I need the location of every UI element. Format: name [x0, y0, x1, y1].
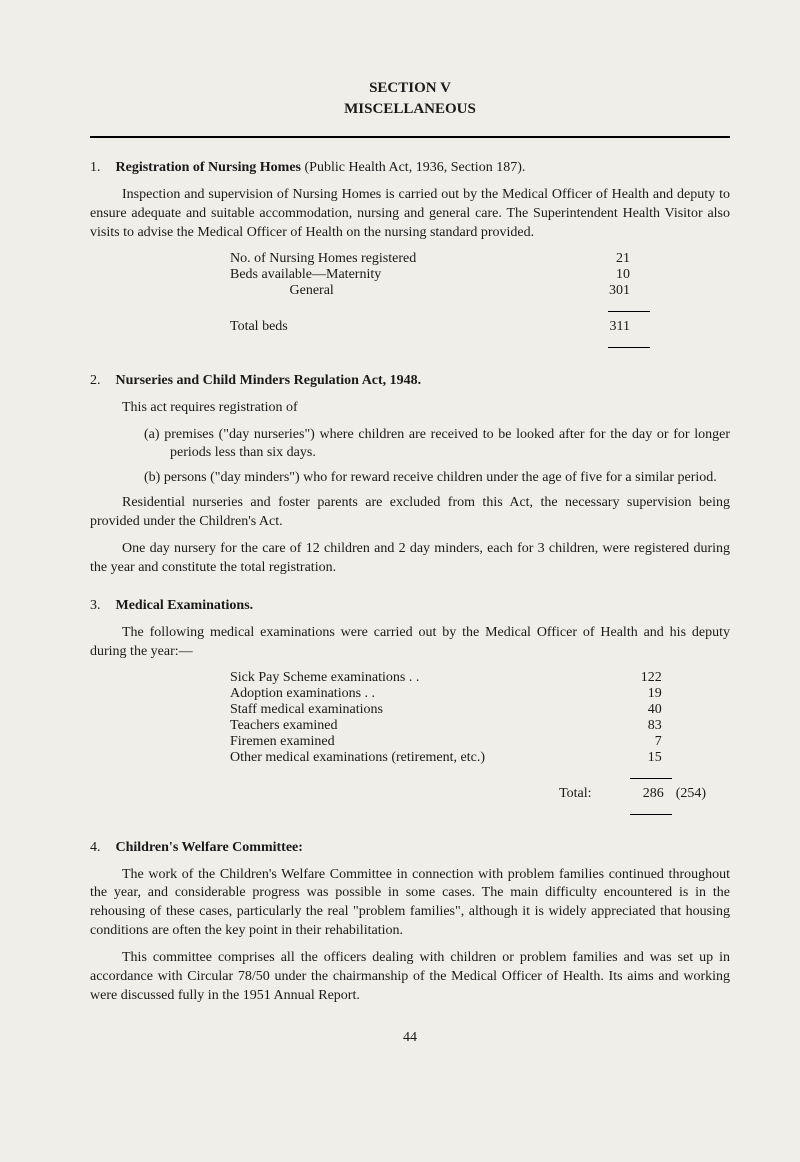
exam-label: Adoption examinations . .	[90, 686, 605, 702]
item-3-para-1: The following medical examinations were …	[90, 624, 730, 662]
item-1-heading: 1. Registration of Nursing Homes (Public…	[90, 160, 730, 176]
item-4-num: 4.	[90, 840, 112, 856]
exam-label: Other medical examinations (retirement, …	[90, 750, 605, 766]
exam-label: Sick Pay Scheme examinations . .	[90, 670, 605, 686]
stats-total-value: 311	[570, 319, 710, 335]
exam-value: 122	[605, 670, 661, 686]
item-1-num: 1.	[90, 160, 112, 176]
item-3-heading: 3. Medical Examinations.	[90, 598, 730, 614]
stats-total-row: Total beds 311	[90, 319, 730, 335]
item-3-heading-text: Medical Examinations.	[116, 598, 254, 613]
item-1: 1. Registration of Nursing Homes (Public…	[90, 160, 730, 353]
divider	[90, 136, 730, 138]
item-2-num: 2.	[90, 373, 112, 389]
exam-rule	[90, 768, 730, 784]
exam-value: 19	[605, 686, 661, 702]
item-3-num: 3.	[90, 598, 112, 614]
exam-total-row: Total: 286 (254)	[90, 786, 730, 802]
section-number: SECTION V	[90, 80, 730, 97]
exam-extra	[662, 734, 730, 750]
item-1-stats: No. of Nursing Homes registered 21 Beds …	[90, 251, 730, 353]
item-2-para-2: Residential nurseries and foster parents…	[90, 494, 730, 532]
exam-label: Staff medical examinations	[90, 702, 605, 718]
stats-value: 21	[570, 251, 710, 267]
exam-value: 83	[605, 718, 661, 734]
item-3-stats: Sick Pay Scheme examinations . . 122 Ado…	[90, 670, 730, 820]
item-1-heading-text: Registration of Nursing Homes	[116, 160, 302, 175]
item-4-heading-text: Children's Welfare Committee:	[116, 840, 303, 855]
exam-row: Teachers examined 83	[90, 718, 730, 734]
exam-label: Firemen examined	[90, 734, 605, 750]
item-4-para-1: The work of the Children's Welfare Commi…	[90, 866, 730, 942]
item-2-heading: 2. Nurseries and Child Minders Regulatio…	[90, 373, 730, 389]
exam-extra	[662, 702, 730, 718]
item-4-heading: 4. Children's Welfare Committee:	[90, 840, 730, 856]
item-2: 2. Nurseries and Child Minders Regulatio…	[90, 373, 730, 578]
exam-rule	[90, 804, 730, 820]
stats-row: No. of Nursing Homes registered 21	[90, 251, 730, 267]
stats-total-label: Total beds	[90, 319, 570, 335]
item-3: 3. Medical Examinations. The following m…	[90, 598, 730, 820]
exam-value: 15	[605, 750, 661, 766]
exam-row: Other medical examinations (retirement, …	[90, 750, 730, 766]
page-number: 44	[90, 1030, 730, 1046]
exam-row: Sick Pay Scheme examinations . . 122	[90, 670, 730, 686]
item-4: 4. Children's Welfare Committee: The wor…	[90, 840, 730, 1006]
exam-value: 7	[605, 734, 661, 750]
item-1-heading-suffix: (Public Health Act, 1936, Section 187).	[301, 160, 525, 175]
stats-label: No. of Nursing Homes registered	[90, 251, 570, 267]
item-2-heading-text: Nurseries and Child Minders Regulation A…	[116, 373, 422, 388]
stats-label: Beds available—Maternity	[90, 267, 570, 283]
exam-total-paren: (254)	[664, 786, 730, 802]
item-4-para-2: This committee comprises all the officer…	[90, 949, 730, 1006]
stats-value: 301	[570, 283, 710, 299]
stats-rule	[90, 337, 730, 353]
exam-row: Adoption examinations . . 19	[90, 686, 730, 702]
stats-value: 10	[570, 267, 710, 283]
exam-label: Teachers examined	[90, 718, 605, 734]
item-2-sub-a: (a) premises ("day nurseries") where chi…	[90, 426, 730, 464]
exam-extra	[662, 670, 730, 686]
item-2-para-3: One day nursery for the care of 12 child…	[90, 540, 730, 578]
exam-row: Firemen examined 7	[90, 734, 730, 750]
exam-extra	[662, 750, 730, 766]
exam-value: 40	[605, 702, 661, 718]
exam-extra	[662, 718, 730, 734]
stats-rule	[90, 301, 730, 317]
exam-row: Staff medical examinations 40	[90, 702, 730, 718]
exam-extra	[662, 686, 730, 702]
stats-label: General	[90, 283, 570, 299]
exam-total-label: Total:	[90, 786, 610, 802]
item-2-para-1: This act requires registration of	[90, 399, 730, 418]
section-title: MISCELLANEOUS	[90, 101, 730, 118]
item-2-sub-b: (b) persons ("day minders") who for rewa…	[90, 469, 730, 488]
exam-total-value: 286	[610, 786, 664, 802]
stats-row: Beds available—Maternity 10	[90, 267, 730, 283]
item-1-para-1: Inspection and supervision of Nursing Ho…	[90, 186, 730, 243]
stats-row: General 301	[90, 283, 730, 299]
